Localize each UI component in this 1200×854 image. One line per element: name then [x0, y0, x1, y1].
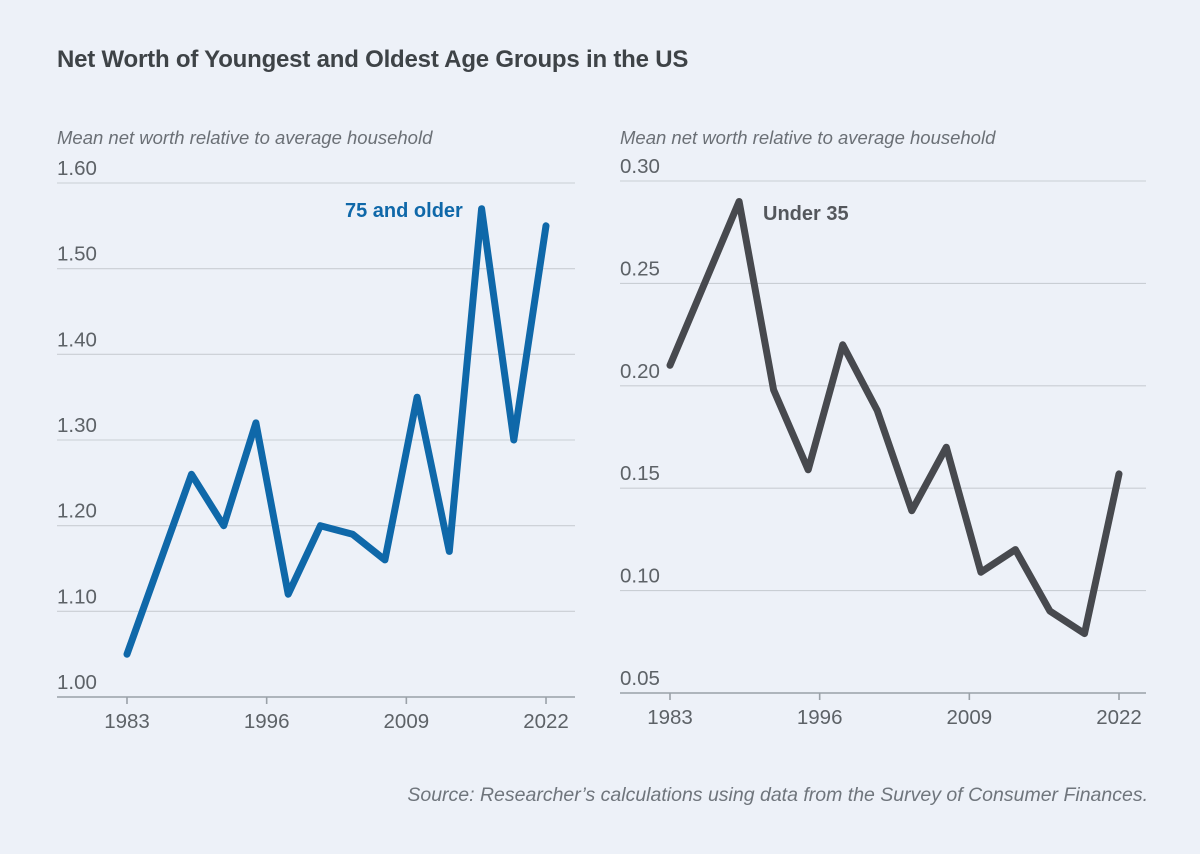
right-chart: 0.05 0.10 0.15 0.20 0.25 0.30 1983 1996 2009 2022 [620, 155, 1146, 729]
x-tick-label: 2009 [947, 706, 993, 729]
x-tick-label: 2022 [1096, 706, 1142, 729]
y-tick-label: 1.60 [57, 157, 97, 180]
y-tick-label: 1.40 [57, 328, 97, 351]
source-note: Source: Researcher’s calculations using … [407, 784, 1148, 806]
left-chart-axis-caption: Mean net worth relative to average house… [57, 127, 433, 148]
y-tick-label: 1.00 [57, 671, 97, 694]
y-tick-label: 0.25 [620, 257, 660, 280]
left-chart: 1.00 1.10 1.20 1.30 1.40 1.50 1.60 1983 1996 2009… [57, 157, 575, 733]
x-tick-label: 1983 [647, 706, 693, 729]
x-tick-label: 1983 [104, 710, 150, 733]
x-tick-label: 1996 [244, 710, 290, 733]
series-label-under-35: Under 35 [763, 203, 849, 225]
series-label-75-and-older: 75 and older [345, 200, 463, 222]
right-chart-axis-caption: Mean net worth relative to average house… [620, 127, 996, 148]
y-tick-label: 1.20 [57, 500, 97, 523]
y-tick-label: 0.15 [620, 462, 660, 485]
y-tick-label: 1.30 [57, 414, 97, 437]
figure-title: Net Worth of Youngest and Oldest Age Gro… [57, 46, 689, 73]
y-tick-label: 0.20 [620, 360, 660, 383]
series-line-75-and-older [123, 205, 550, 658]
y-tick-label: 0.05 [620, 667, 660, 690]
x-tick-label: 2009 [384, 710, 430, 733]
y-tick-label: 0.30 [620, 155, 660, 178]
y-tick-label: 0.10 [620, 565, 660, 588]
y-tick-label: 1.10 [57, 585, 97, 608]
y-tick-label: 1.50 [57, 243, 97, 266]
series-line-under-35 [666, 198, 1123, 638]
x-tick-label: 2022 [523, 710, 569, 733]
x-tick-label: 1996 [797, 706, 843, 729]
